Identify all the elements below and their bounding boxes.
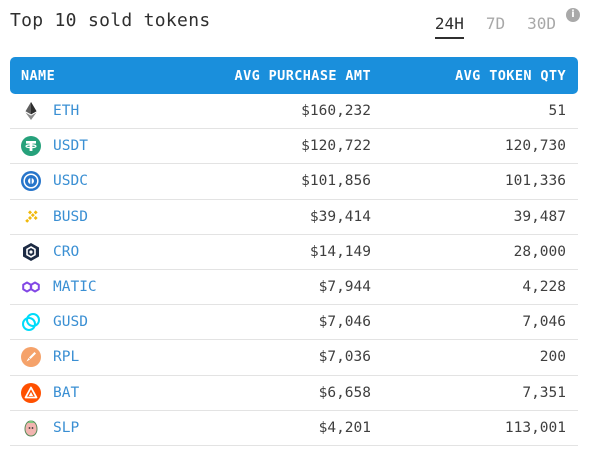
table-row[interactable]: USDT $120,722 120,730 xyxy=(10,129,578,165)
bat-icon xyxy=(21,382,41,403)
column-header-name[interactable]: NAME xyxy=(21,67,56,84)
token-cell: SLP xyxy=(10,418,180,438)
table-row[interactable]: MATIC $7,944 4,228 xyxy=(10,270,578,306)
token-name[interactable]: SLP xyxy=(53,419,80,436)
table-row[interactable]: USDC $101,856 101,336 xyxy=(10,164,578,200)
avg-purchase-amt: $4,201 xyxy=(318,419,371,436)
token-cell: BUSD xyxy=(10,207,180,227)
busd-icon xyxy=(21,207,41,227)
tab-24h[interactable]: 24H xyxy=(434,14,464,39)
table-header: NAME AVG PURCHASE AMT AVG TOKEN QTY xyxy=(10,57,578,94)
token-cell: BAT xyxy=(10,382,180,403)
token-name[interactable]: USDC xyxy=(53,173,88,190)
token-cell: ETH xyxy=(10,101,180,121)
rpl-icon xyxy=(21,347,41,368)
token-cell: RPL xyxy=(10,347,180,368)
token-name[interactable]: CRO xyxy=(53,243,80,260)
table-row[interactable]: SLP $4,201 113,001 xyxy=(10,411,578,446)
avg-token-qty: 39,487 xyxy=(513,208,566,225)
avg-purchase-amt: $7,944 xyxy=(318,279,371,296)
avg-token-qty: 7,046 xyxy=(522,314,566,331)
table-row[interactable]: GUSD $7,046 7,046 xyxy=(10,305,578,341)
widget-header: Top 10 sold tokens 24H 7D 30D i xyxy=(10,8,580,39)
avg-token-qty: 4,228 xyxy=(522,279,566,296)
token-name[interactable]: GUSD xyxy=(53,314,88,331)
avg-purchase-amt: $7,046 xyxy=(318,314,371,331)
avg-token-qty: 120,730 xyxy=(504,138,566,155)
avg-token-qty: 7,351 xyxy=(522,384,566,401)
avg-token-qty: 113,001 xyxy=(504,419,566,436)
matic-icon xyxy=(21,277,41,297)
gusd-icon xyxy=(21,312,41,332)
table-row[interactable]: RPL $7,036 200 xyxy=(10,340,578,376)
info-icon[interactable]: i xyxy=(566,8,580,22)
avg-purchase-amt: $6,658 xyxy=(318,384,371,401)
table-row[interactable]: CRO $14,149 28,000 xyxy=(10,235,578,270)
column-header-avg-token-qty[interactable]: AVG TOKEN QTY xyxy=(455,67,566,84)
avg-purchase-amt: $39,414 xyxy=(309,208,371,225)
table-row[interactable]: ETH $160,232 51 xyxy=(10,94,578,130)
eth-icon xyxy=(21,101,41,121)
token-name[interactable]: MATIC xyxy=(53,279,97,296)
avg-purchase-amt: $120,722 xyxy=(301,138,371,155)
token-name[interactable]: BUSD xyxy=(53,208,88,225)
table-row[interactable]: BAT $6,658 7,351 xyxy=(10,376,578,411)
table-row[interactable]: BUSD $39,414 39,487 xyxy=(10,200,578,235)
token-name[interactable]: ETH xyxy=(53,103,80,120)
token-cell: USDT xyxy=(10,136,180,157)
tokens-table: NAME AVG PURCHASE AMT AVG TOKEN QTY ETH … xyxy=(10,57,578,446)
token-name[interactable]: BAT xyxy=(53,384,80,401)
avg-purchase-amt: $160,232 xyxy=(301,103,371,120)
column-header-avg-purchase-amt[interactable]: AVG PURCHASE AMT xyxy=(234,67,371,84)
token-cell: GUSD xyxy=(10,312,180,332)
cro-icon xyxy=(21,242,41,262)
avg-token-qty: 51 xyxy=(548,103,566,120)
token-cell: USDC xyxy=(10,171,180,192)
tab-30d[interactable]: 30D xyxy=(527,14,556,33)
avg-purchase-amt: $7,036 xyxy=(318,349,371,366)
avg-token-qty: 101,336 xyxy=(504,173,566,190)
token-name[interactable]: RPL xyxy=(53,349,80,366)
slp-icon xyxy=(21,418,41,438)
widget-title: Top 10 sold tokens xyxy=(10,10,211,31)
time-range-tabs: 24H 7D 30D xyxy=(434,14,556,39)
token-cell: CRO xyxy=(10,242,180,262)
token-cell: MATIC xyxy=(10,277,180,297)
avg-token-qty: 28,000 xyxy=(513,243,566,260)
tab-7d[interactable]: 7D xyxy=(485,14,506,33)
usdc-icon xyxy=(21,171,41,192)
usdt-icon xyxy=(21,136,41,157)
avg-token-qty: 200 xyxy=(539,349,566,366)
token-name[interactable]: USDT xyxy=(53,138,88,155)
avg-purchase-amt: $14,149 xyxy=(309,243,371,260)
avg-purchase-amt: $101,856 xyxy=(301,173,371,190)
